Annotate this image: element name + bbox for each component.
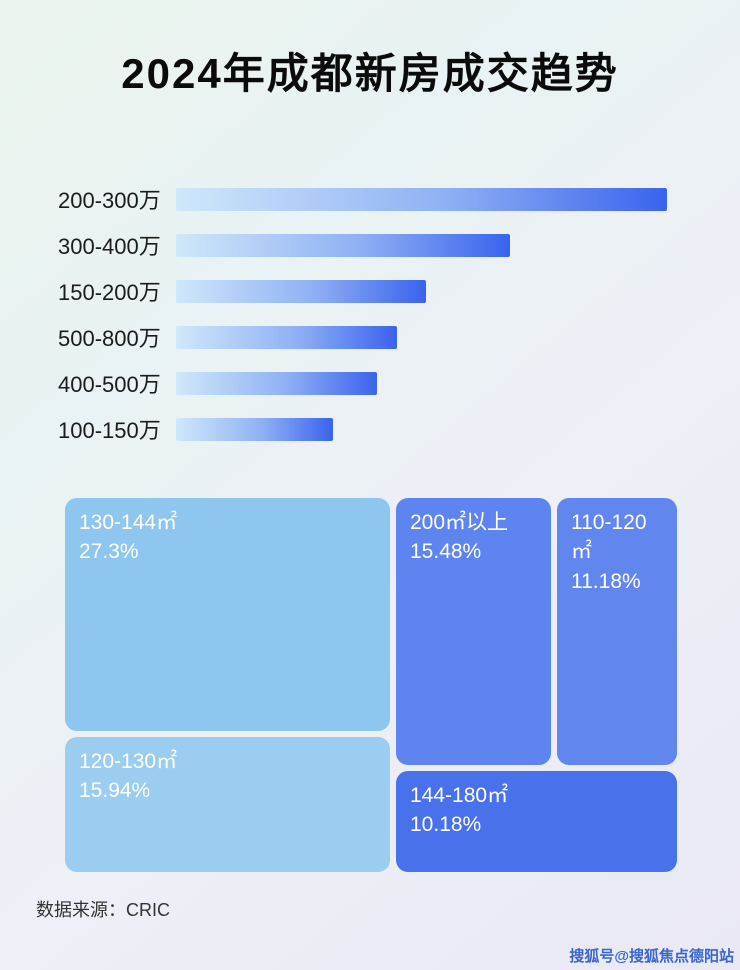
block-value: 15.94%: [79, 779, 151, 803]
bar-row: 200-300万: [58, 176, 682, 222]
bar-row: 400-500万: [58, 360, 682, 406]
treemap-block-200-plus: 200㎡以上 15.48%: [396, 498, 551, 765]
bar-label: 400-500万: [58, 372, 161, 397]
treemap-block-120-130: 120-130㎡ 15.94%: [65, 737, 390, 872]
bar: [176, 233, 510, 257]
bar-row: 500-800万: [58, 314, 682, 360]
bar: [176, 371, 378, 395]
block-label: 130-144㎡: [79, 511, 178, 534]
bar-row: 150-200万: [58, 268, 682, 314]
block-value: 15.48%: [410, 540, 482, 564]
bar-label: 300-400万: [58, 234, 161, 259]
block-value: 27.3%: [79, 540, 139, 564]
page-title: 2024年成都新房成交趋势: [121, 50, 619, 97]
price-range-bar-chart: 200-300万 300-400万 150-200万 500-800万 400-…: [58, 176, 682, 452]
bar: [176, 325, 397, 349]
data-source-note: 数据来源：CRIC: [36, 900, 170, 920]
block-label: 120-130㎡: [79, 750, 178, 773]
treemap-block-144-180: 144-180㎡ 10.18%: [396, 771, 677, 872]
bar: [176, 279, 427, 303]
block-value: 10.18%: [410, 813, 482, 837]
area-share-treemap: 130-144㎡ 27.3% 120-130㎡ 15.94% 200㎡以上 15…: [65, 498, 677, 872]
treemap-block-110-120: 110-120㎡ 11.18%: [557, 498, 677, 765]
bar-label: 150-200万: [58, 280, 161, 305]
bar-label: 100-150万: [58, 418, 161, 443]
bar: [176, 417, 334, 441]
watermark: 搜狐号@搜狐焦点德阳站: [569, 948, 734, 965]
bar-label: 200-300万: [58, 188, 161, 213]
block-label: 200㎡以上: [410, 511, 509, 534]
bar-row: 300-400万: [58, 222, 682, 268]
bar: [176, 187, 667, 211]
treemap-block-130-144: 130-144㎡ 27.3%: [65, 498, 390, 731]
bar-row: 100-150万: [58, 406, 682, 452]
block-label: 110-120㎡: [571, 511, 647, 564]
block-value: 11.18%: [571, 569, 641, 593]
bar-label: 500-800万: [58, 326, 161, 351]
block-label: 144-180㎡: [410, 784, 509, 807]
